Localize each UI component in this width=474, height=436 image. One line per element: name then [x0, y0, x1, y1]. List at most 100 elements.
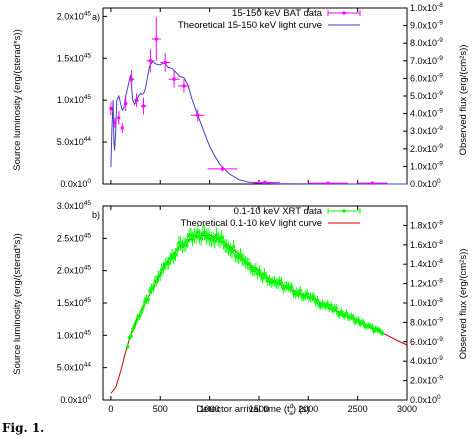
data-point [290, 285, 294, 289]
data-point [355, 318, 359, 322]
data-point [150, 287, 154, 291]
x-tick-label: 0 [108, 404, 113, 414]
x-tick-label: 500 [153, 404, 168, 414]
data-point [184, 243, 188, 247]
panel-a-y2-tick-label: 4.0x10-9 [410, 108, 443, 119]
data-point [322, 303, 326, 307]
x-tick-label: 3000 [397, 404, 417, 414]
panel-a-y2-tick-label: 0.0x100 [410, 178, 441, 189]
data-point [153, 279, 157, 283]
data-point [225, 244, 229, 248]
data-point [233, 254, 237, 258]
data-point [235, 254, 239, 258]
data-point [182, 84, 186, 88]
data-point [293, 292, 297, 296]
data-point [240, 258, 244, 262]
data-point [250, 269, 254, 273]
data-point [291, 291, 295, 295]
data-point [134, 319, 138, 323]
data-point [185, 238, 189, 242]
panel-a-y2-tick-label: 3.0x10-9 [410, 125, 443, 136]
data-point [192, 233, 196, 237]
panel-a-y2-tick-label: 8.0x10-9 [410, 37, 443, 48]
data-point [370, 181, 374, 185]
data-point [135, 98, 139, 102]
data-point [372, 329, 376, 333]
panel-b-data-points [126, 224, 384, 350]
panel-b-label: b) [92, 210, 100, 220]
data-point [215, 233, 219, 237]
data-point [174, 252, 178, 256]
data-point [266, 279, 270, 283]
data-point [350, 314, 354, 318]
data-point [297, 292, 301, 296]
data-point [269, 281, 273, 285]
panel-a-legend-curve-label: Theoretical 15-150 keV light curve [178, 20, 322, 31]
data-point [155, 279, 159, 283]
panel-b-y-tick-label: 1.0x1045 [57, 329, 92, 340]
panel-b-y2-tick-label: 1.2x10-8 [410, 278, 443, 289]
data-point [209, 238, 213, 242]
data-point [201, 232, 205, 236]
data-point [163, 262, 167, 266]
data-point [203, 231, 207, 235]
data-point [338, 313, 342, 317]
data-point [154, 37, 158, 41]
data-point [163, 60, 167, 64]
data-point [346, 315, 350, 319]
data-point [175, 248, 179, 252]
data-point [279, 281, 283, 285]
panel-b-y2-tick-label: 6.0x10-9 [410, 336, 443, 347]
panel-b-y2-tick-label: 8.0x10-9 [410, 316, 443, 327]
data-point [223, 244, 227, 248]
data-point [196, 113, 200, 117]
data-point [326, 181, 330, 185]
data-point [204, 235, 208, 239]
data-point [206, 233, 210, 237]
data-point [221, 240, 225, 244]
data-point [146, 298, 150, 302]
panel-b-y-right-label: Observed flux (erg/(cm²s)) [458, 249, 469, 360]
data-point [127, 336, 131, 340]
panel-b: Source luminosity (erg/(sterad*s)) Obser… [12, 200, 469, 414]
data-point [329, 304, 333, 308]
data-point [179, 242, 183, 246]
data-point [315, 298, 319, 302]
data-point [244, 260, 248, 264]
data-point [156, 274, 160, 278]
data-point [191, 237, 195, 241]
data-point [180, 245, 184, 249]
data-point [334, 306, 338, 310]
data-point [238, 253, 242, 257]
panel-b-legend-curve-label: Theoretical 0.1-10 keV light curve [180, 218, 322, 229]
data-point [257, 269, 261, 273]
data-point [307, 296, 311, 300]
data-point [348, 315, 352, 319]
data-point [189, 233, 193, 237]
x-tick-label: 2000 [298, 404, 318, 414]
data-point [256, 272, 260, 276]
data-point [379, 330, 383, 334]
data-point [120, 126, 124, 130]
panel-b-y2-tick-label: 4.0x10-9 [410, 355, 443, 366]
data-point [321, 302, 325, 306]
panel-b-y-tick-label: 5.0x1044 [57, 362, 92, 373]
caption-fragment: Fig. 1. [2, 421, 44, 435]
panel-b-theoretical-curve [110, 234, 408, 394]
data-point [213, 239, 217, 243]
x-tick-label: 1500 [249, 404, 269, 414]
panel-a-y2-tick-label: 1.0x10-9 [410, 160, 443, 171]
data-point [117, 116, 121, 120]
data-point [131, 327, 135, 331]
panel-a-y2-tick-label: 9.0x10-9 [410, 20, 443, 31]
panel-a-y2-tick-label: 6.0x10-9 [410, 72, 443, 83]
panel-b-y-left-label: Source luminosity (erg/(sterad*s)) [12, 233, 23, 375]
panel-a-y2-tick-label: 5.0x10-9 [410, 90, 443, 101]
panel-a-frame [102, 7, 408, 185]
data-point [220, 236, 224, 240]
data-point [314, 300, 318, 304]
panel-a-legend: 15-150 keV BAT data Theoretical 15-150 k… [178, 8, 361, 31]
data-point [194, 234, 198, 238]
data-point [130, 77, 134, 81]
panel-b-y2-tick-label: 1.8x10-8 [410, 219, 443, 230]
